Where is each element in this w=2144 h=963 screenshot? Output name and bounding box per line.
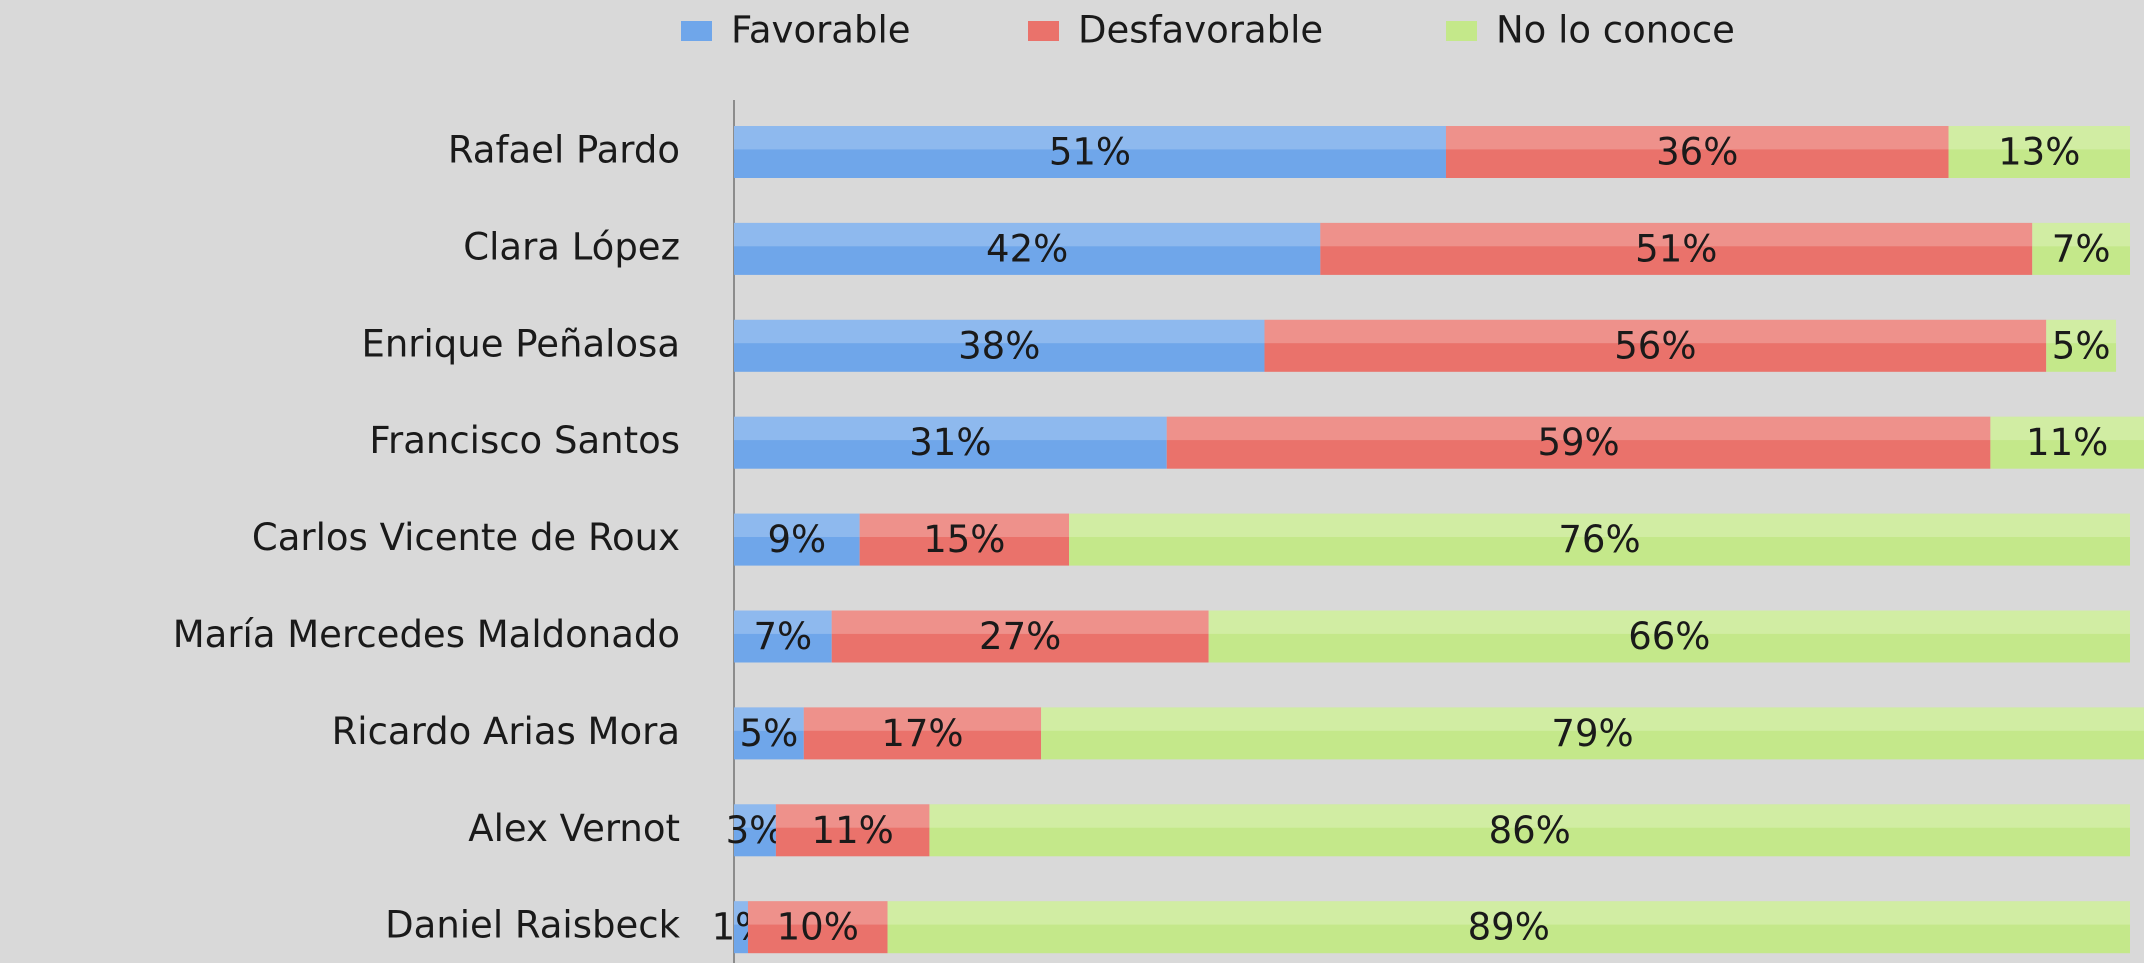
bar-highlight [734,901,748,925]
data-label: 10% [777,906,859,949]
category-label: Carlos Vicente de Roux [252,516,680,559]
data-label: 15% [923,518,1005,561]
bar-segment [734,319,1265,372]
category-label: Clara López [463,225,680,268]
bar-highlight [734,416,1167,441]
bar-highlight [734,804,776,828]
category-label: Daniel Raisbeck [385,904,680,947]
bar-segment [2032,222,2130,275]
bar-highlight [734,707,804,731]
bar-highlight [1320,222,2033,247]
bar-segment [887,901,2130,954]
data-label: 79% [1551,712,1633,755]
data-label: 42% [986,227,1068,270]
legend-swatch [681,21,712,41]
bar-highlight [747,901,888,925]
bar-segment [1990,416,2144,469]
category-label: Ricardo Arias Mora [332,710,680,753]
bar-segment [859,513,1070,566]
legend-label: Favorable [731,9,911,52]
bar-segment [734,222,1321,275]
bar-segment [1264,319,2047,372]
bar-highlight [887,901,2130,925]
legend-swatch [1446,21,1477,41]
bar-highlight [1990,416,2144,441]
bar-segment [803,707,1042,760]
data-label: 5% [2052,324,2111,367]
bar-highlight [734,222,1321,247]
category-label: María Mercedes Maldonado [173,613,680,656]
category-label: Francisco Santos [369,419,680,462]
bar-segment [734,416,1167,469]
bar-segment [1166,416,1991,469]
data-label: 5% [740,712,799,755]
bar-segment [747,901,888,954]
bar-segment [2046,319,2117,372]
category-label: Rafael Pardo [448,129,680,172]
bar-highlight [859,513,1070,537]
bar-highlight [1264,319,2047,344]
bar-highlight [2046,319,2117,344]
data-label: 3% [726,809,785,852]
bar-highlight [831,610,1209,634]
legend-label: Desfavorable [1078,9,1323,52]
bar-segment [1208,610,2130,663]
data-label: 56% [1614,324,1696,367]
bar-segment [1041,707,2144,760]
data-label: 11% [2026,421,2108,464]
bar-segment [734,804,776,857]
data-label: 89% [1468,906,1550,949]
data-label: 9% [767,518,826,561]
data-label: 36% [1656,131,1738,174]
bar-highlight [929,804,2131,828]
data-label: 31% [909,421,991,464]
legend-swatch [1028,21,1059,41]
bar-highlight [734,610,832,634]
bar-highlight [1208,610,2130,634]
bar-segment [1948,126,2130,178]
bar-highlight [803,707,1042,731]
bar-segment [1069,513,2130,566]
bar-segment [734,707,804,760]
data-label: 76% [1558,518,1640,561]
bar-highlight [1948,126,2130,150]
bar-segment [1445,126,1949,178]
bar-segment [831,610,1209,663]
bar-highlight [1445,126,1949,150]
legend-label: No lo conoce [1496,9,1735,52]
data-label: 51% [1635,227,1717,270]
bar-highlight [734,126,1446,150]
bar-segment [734,610,832,663]
category-label: Enrique Peñalosa [361,322,680,365]
data-label: 38% [958,324,1040,367]
bar-segment [734,126,1446,178]
bar-segment [734,513,860,566]
bar-segment [1320,222,2033,275]
bar-highlight [1166,416,1991,441]
bar-highlight [1069,513,2130,537]
bar-highlight [734,513,860,537]
data-label: 27% [979,615,1061,658]
data-label: 7% [2052,227,2111,270]
bar-highlight [734,319,1265,344]
category-label: Alex Vernot [468,807,680,850]
data-label: 86% [1489,809,1571,852]
data-label: 13% [1998,131,2080,174]
bar-highlight [2032,222,2130,247]
bar-segment [929,804,2131,857]
data-label: 66% [1628,615,1710,658]
data-label: 59% [1537,421,1619,464]
bar-highlight [1041,707,2144,731]
data-label: 17% [881,712,963,755]
data-label: 11% [812,809,894,852]
bar-segment [775,804,930,857]
data-label: 51% [1049,131,1131,174]
bar-segment [734,901,748,954]
data-label: 7% [754,615,813,658]
bar-highlight [775,804,930,828]
